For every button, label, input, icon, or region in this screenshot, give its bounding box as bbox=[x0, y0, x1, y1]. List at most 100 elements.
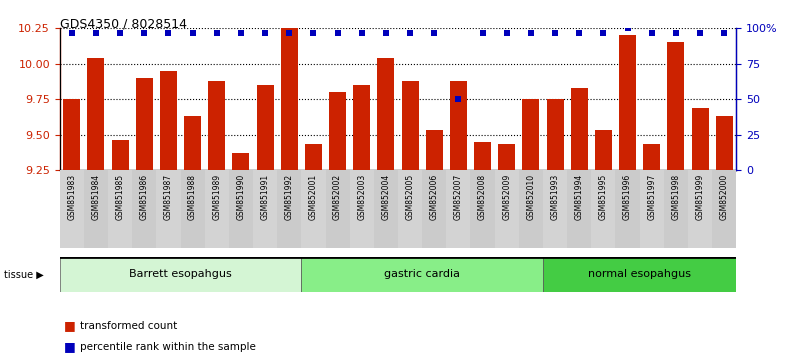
Point bbox=[162, 30, 175, 35]
Bar bbox=[132, 170, 156, 248]
Bar bbox=[692, 108, 708, 170]
Bar bbox=[111, 140, 129, 170]
Text: GSM851984: GSM851984 bbox=[92, 174, 100, 220]
Bar bbox=[108, 170, 132, 248]
Point bbox=[718, 30, 731, 35]
Point bbox=[476, 30, 489, 35]
Point bbox=[235, 30, 248, 35]
Text: GSM852009: GSM852009 bbox=[502, 174, 511, 220]
Text: GSM852007: GSM852007 bbox=[454, 174, 463, 220]
Text: GSM852001: GSM852001 bbox=[309, 174, 318, 220]
Bar bbox=[232, 153, 249, 170]
Point bbox=[186, 30, 199, 35]
Text: GSM851991: GSM851991 bbox=[260, 174, 270, 220]
Point bbox=[259, 30, 271, 35]
Bar bbox=[302, 170, 326, 248]
Point bbox=[452, 96, 465, 102]
Text: GSM852002: GSM852002 bbox=[333, 174, 342, 220]
Bar bbox=[447, 170, 470, 248]
Bar bbox=[498, 144, 515, 170]
Bar bbox=[402, 81, 419, 170]
Point bbox=[114, 30, 127, 35]
Point bbox=[380, 30, 392, 35]
Point bbox=[404, 30, 416, 35]
Bar bbox=[640, 170, 664, 248]
Text: GSM852006: GSM852006 bbox=[430, 174, 439, 220]
Bar bbox=[156, 170, 181, 248]
Bar bbox=[643, 144, 660, 170]
Bar bbox=[470, 170, 494, 248]
Point bbox=[355, 30, 368, 35]
Bar bbox=[450, 81, 467, 170]
Text: ■: ■ bbox=[64, 319, 76, 332]
Point bbox=[138, 30, 150, 35]
Bar bbox=[543, 257, 736, 292]
Text: GSM851983: GSM851983 bbox=[68, 174, 76, 220]
Text: GSM851998: GSM851998 bbox=[671, 174, 681, 220]
Bar bbox=[136, 78, 153, 170]
Bar bbox=[302, 257, 543, 292]
Text: Barrett esopahgus: Barrett esopahgus bbox=[129, 269, 232, 279]
Bar bbox=[374, 170, 398, 248]
Text: GSM851985: GSM851985 bbox=[115, 174, 125, 220]
Bar bbox=[281, 28, 298, 170]
Point bbox=[90, 30, 103, 35]
Bar bbox=[494, 170, 519, 248]
Bar bbox=[688, 170, 712, 248]
Text: GSM851986: GSM851986 bbox=[140, 174, 149, 220]
Bar bbox=[353, 85, 370, 170]
Text: transformed count: transformed count bbox=[80, 321, 177, 331]
Point bbox=[210, 30, 223, 35]
Bar bbox=[253, 170, 277, 248]
Point bbox=[331, 30, 344, 35]
Text: GSM851997: GSM851997 bbox=[647, 174, 656, 220]
Text: gastric cardia: gastric cardia bbox=[384, 269, 460, 279]
Bar bbox=[181, 170, 205, 248]
Bar bbox=[88, 58, 104, 170]
Bar bbox=[619, 35, 636, 170]
Bar bbox=[567, 170, 591, 248]
Text: GSM851989: GSM851989 bbox=[213, 174, 221, 220]
Bar bbox=[547, 99, 564, 170]
Bar bbox=[543, 170, 567, 248]
Point bbox=[307, 30, 320, 35]
Text: GSM852004: GSM852004 bbox=[381, 174, 390, 220]
Point bbox=[283, 30, 295, 35]
Bar bbox=[64, 99, 80, 170]
Point bbox=[501, 30, 513, 35]
Text: GSM852008: GSM852008 bbox=[478, 174, 487, 220]
Point bbox=[573, 30, 586, 35]
Point bbox=[65, 30, 78, 35]
Bar bbox=[712, 170, 736, 248]
Bar bbox=[615, 170, 640, 248]
Text: GSM851987: GSM851987 bbox=[164, 174, 173, 220]
Point bbox=[621, 25, 634, 31]
Text: GDS4350 / 8028514: GDS4350 / 8028514 bbox=[60, 18, 187, 31]
Bar bbox=[277, 170, 302, 248]
Bar bbox=[305, 144, 322, 170]
Point bbox=[525, 30, 537, 35]
Bar bbox=[595, 130, 612, 170]
Text: GSM852000: GSM852000 bbox=[720, 174, 728, 220]
Text: ■: ■ bbox=[64, 341, 76, 353]
Bar bbox=[398, 170, 422, 248]
Bar bbox=[422, 170, 447, 248]
Point bbox=[597, 30, 610, 35]
Text: GSM852005: GSM852005 bbox=[406, 174, 415, 220]
Text: GSM851988: GSM851988 bbox=[188, 174, 197, 220]
Bar bbox=[229, 170, 253, 248]
Bar bbox=[474, 142, 491, 170]
Bar bbox=[571, 88, 587, 170]
Bar bbox=[60, 257, 302, 292]
Bar bbox=[84, 170, 108, 248]
Text: GSM851994: GSM851994 bbox=[575, 174, 583, 220]
Text: GSM851996: GSM851996 bbox=[623, 174, 632, 220]
Bar bbox=[184, 116, 201, 170]
Bar bbox=[256, 85, 274, 170]
Bar bbox=[349, 170, 374, 248]
Bar bbox=[326, 170, 349, 248]
Point bbox=[548, 30, 561, 35]
Text: percentile rank within the sample: percentile rank within the sample bbox=[80, 342, 256, 352]
Point bbox=[693, 30, 706, 35]
Bar bbox=[716, 116, 732, 170]
